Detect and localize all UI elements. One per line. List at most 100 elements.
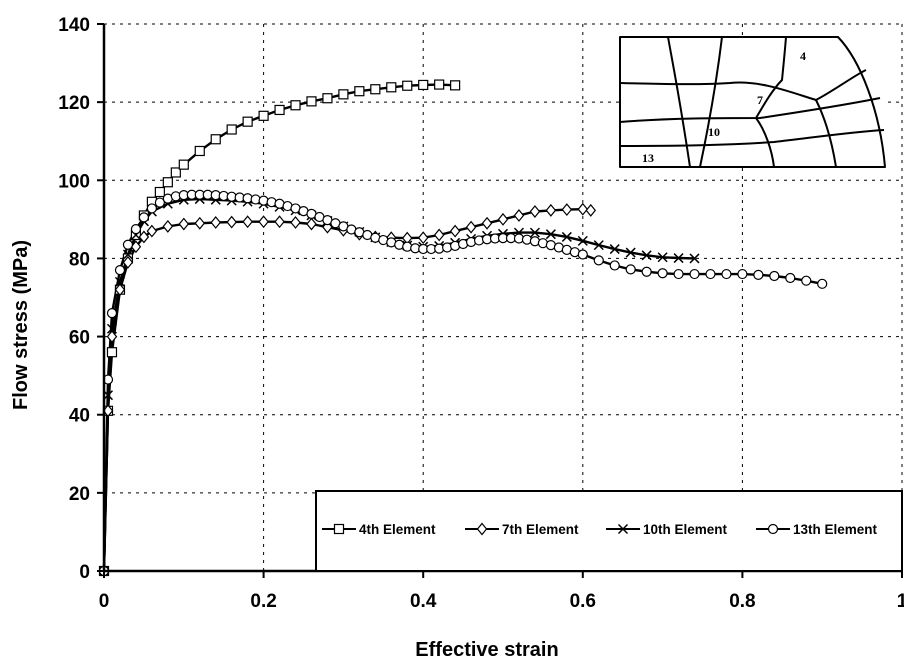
series-markers [98, 79, 828, 578]
data-point-7th-element-17 [306, 217, 317, 231]
mesh-col-line-1 [667, 36, 691, 168]
mesh-col-line-3 [755, 36, 787, 168]
legend: 4th Element 7th Element 10th Element 13th E… [315, 490, 903, 572]
y-tick-label-140: 140 [58, 15, 90, 36]
mesh-row-line-3 [619, 129, 885, 147]
data-point-4th-element-26 [418, 79, 429, 91]
data-point-4th-element-9 [162, 177, 173, 188]
data-point-13th-element-66 [657, 268, 668, 279]
data-point-7th-element-24 [417, 231, 429, 245]
x-tick-label-0: 0 [99, 591, 110, 612]
data-point-4th-element-8 [154, 186, 165, 198]
data-point-13th-element-64 [625, 264, 636, 275]
y-tick-label-100: 100 [58, 171, 90, 192]
data-point-13th-element-70 [721, 268, 732, 280]
data-point-4th-element-10 [170, 167, 181, 178]
data-point-7th-element-16 [290, 216, 301, 229]
data-point-10th-element-31 [529, 227, 540, 238]
data-point-7th-element-10 [194, 216, 206, 230]
data-point-7th-element-6 [138, 230, 150, 244]
data-point-4th-element-19 [306, 96, 317, 107]
data-point-10th-element-41 [689, 253, 700, 264]
y-tick-label-80: 80 [69, 249, 90, 270]
data-point-13th-element-71 [737, 268, 748, 280]
data-point-7th-element-34 [577, 202, 589, 216]
data-point-4th-element-14 [226, 124, 237, 135]
data-point-13th-element-76 [817, 278, 828, 289]
legend-marker-7th-element [476, 522, 488, 536]
data-point-7th-element-3 [114, 283, 126, 297]
data-point-4th-element-22 [354, 86, 365, 97]
data-point-13th-element-72 [753, 269, 764, 280]
data-point-7th-element-9 [178, 217, 190, 231]
data-point-7th-element-28 [481, 216, 493, 230]
legend-marker-10th-element [617, 523, 629, 535]
legend-box [315, 490, 903, 572]
data-point-13th-element-61 [577, 249, 588, 260]
mesh-label-10: 10 [708, 125, 720, 139]
data-point-10th-element-38 [641, 250, 652, 261]
data-point-7th-element-35 [585, 203, 597, 217]
data-point-4th-element-2 [106, 347, 118, 358]
x-tick-label-0.6: 0.6 [570, 591, 596, 612]
data-point-10th-element-4 [122, 249, 133, 260]
y-axis-title: Flow stress (MPa) [10, 240, 32, 410]
data-point-4th-element-28 [450, 80, 461, 91]
data-point-7th-element-7 [146, 224, 158, 238]
mesh-lines [619, 36, 886, 168]
y-tick-label-120: 120 [58, 93, 90, 114]
data-point-13th-element-75 [801, 275, 812, 286]
data-point-13th-element-73 [769, 270, 780, 282]
data-point-4th-element-25 [402, 80, 413, 91]
data-point-13th-element-69 [705, 268, 716, 280]
mesh-label-13: 13 [642, 151, 654, 165]
mesh-outline [619, 36, 886, 168]
data-point-10th-element-3 [114, 276, 125, 287]
data-point-13th-element-68 [689, 268, 700, 280]
x-tick-label-1: 1 [897, 591, 904, 612]
y-tick-label-20: 20 [69, 484, 90, 505]
data-point-7th-element-31 [529, 205, 541, 218]
mesh-col-line-4 [815, 99, 837, 168]
data-point-7th-element-30 [513, 209, 525, 222]
x-tick-label-0.8: 0.8 [729, 591, 755, 612]
data-point-13th-element-6 [138, 212, 149, 223]
data-point-13th-element-74 [785, 272, 796, 284]
data-point-4th-element-20 [322, 93, 333, 104]
data-point-7th-element-33 [561, 203, 573, 217]
data-point-10th-element-40 [673, 253, 684, 264]
data-point-13th-element-5 [130, 224, 142, 235]
data-point-4th-element-17 [274, 104, 285, 116]
data-point-13th-element-8 [154, 197, 165, 208]
data-point-10th-element-33 [561, 231, 572, 242]
y-tick-label-60: 60 [69, 328, 90, 349]
data-point-7th-element-8 [162, 219, 174, 233]
data-point-10th-element-35 [593, 240, 604, 251]
data-point-13th-element-65 [641, 266, 652, 277]
legend-label-4th-element: 4th Element [359, 522, 436, 537]
data-point-7th-element-11 [210, 216, 221, 229]
x-tick-label-0.2: 0.2 [250, 591, 276, 612]
mesh-label-7: 7 [757, 93, 763, 107]
legend-label-10th-element: 10th Element [643, 522, 728, 537]
data-point-4th-element-23 [370, 84, 381, 95]
data-point-7th-element-15 [274, 215, 285, 229]
data-point-4th-element-15 [242, 116, 253, 127]
data-point-4th-element-13 [210, 134, 221, 145]
mesh-col-line-2 [699, 36, 723, 168]
data-point-7th-element-13 [242, 215, 253, 229]
data-point-10th-element-2 [106, 323, 118, 334]
data-point-13th-element-7 [146, 203, 157, 214]
tick-labels: 0 20 40 60 80 100 120 140 0 0.2 0.4 0.6 0.8 1 [58, 15, 904, 612]
data-point-7th-element-26 [449, 224, 461, 238]
data-point-10th-element-37 [625, 247, 636, 258]
data-point-13th-element-4 [122, 239, 134, 250]
data-point-4th-element-18 [290, 100, 301, 111]
legend-label-7th-element: 7th Element [502, 522, 579, 537]
y-tick-label-40: 40 [69, 406, 90, 427]
y-tick-label-0: 0 [79, 562, 90, 583]
data-point-13th-element-67 [673, 268, 684, 280]
legend-marker-4th-element [333, 523, 345, 535]
inset-background [620, 37, 885, 167]
